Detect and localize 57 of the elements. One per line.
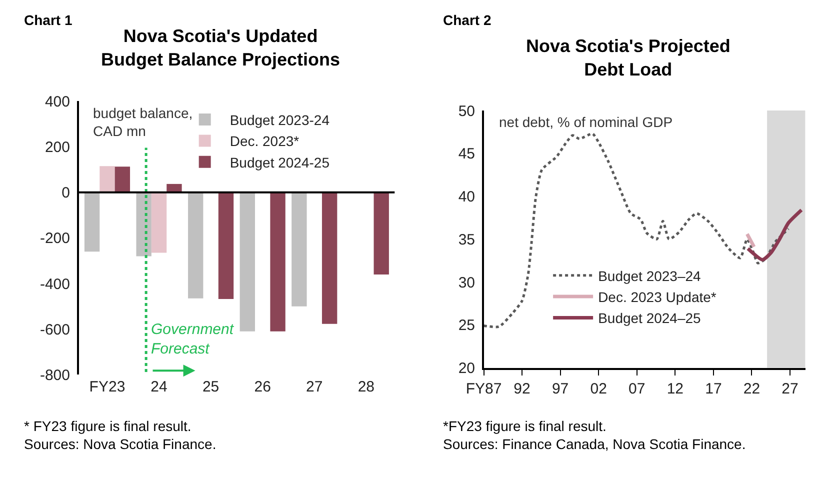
bar xyxy=(240,192,255,332)
x-tick-label: 27 xyxy=(782,380,798,398)
legend-label: Budget 2023-24 xyxy=(230,112,330,128)
y-tick-label: 30 xyxy=(458,274,475,292)
bar xyxy=(151,192,167,253)
x-tick-label: 25 xyxy=(202,378,220,396)
x-tick-label: 07 xyxy=(628,380,646,398)
x-tick-label: 02 xyxy=(590,380,607,398)
x-tick-label: 27 xyxy=(306,378,323,396)
y-tick-label: -800 xyxy=(40,366,70,384)
y-tick-label: 35 xyxy=(458,231,475,248)
bar xyxy=(270,192,286,332)
y-tick-label: -400 xyxy=(40,276,70,293)
bar xyxy=(292,192,307,306)
line-series xyxy=(484,132,790,328)
y-tick-label: 0 xyxy=(62,184,70,202)
chart-title: Nova Scotia's Updated Budget Balance Projections xyxy=(101,26,340,70)
legend-label: Dec. 2023 Update* xyxy=(598,288,717,305)
y-tick-label: 200 xyxy=(44,139,70,156)
bar xyxy=(114,166,130,192)
text: * FY23 figure is final result. Sources: Nova Scotia Finance. xyxy=(24,418,216,452)
y-tick-label: 20 xyxy=(458,360,475,377)
y-tick-label: -200 xyxy=(40,230,70,248)
x-tick-label: FY87 xyxy=(466,380,502,398)
x-tick-label: 12 xyxy=(666,380,684,398)
bar xyxy=(374,192,389,274)
legend-label: Budget 2024-25 xyxy=(230,154,330,170)
bar xyxy=(218,192,234,300)
chart-title: Nova Scotia's Projected Debt Load xyxy=(526,36,730,80)
text: *FY23 figure is final result. Sources: Finance Canada, Nova Scotia Finance. xyxy=(443,418,746,452)
x-tick-label: 97 xyxy=(552,380,569,398)
x-tick-label: 24 xyxy=(150,378,168,396)
legend-label: Dec. 2023* xyxy=(230,133,300,150)
caption: Chart 2 xyxy=(443,12,492,28)
bar xyxy=(322,192,338,324)
x-tick-label: 28 xyxy=(358,378,375,396)
line-series xyxy=(746,208,804,262)
y-tick-label: 40 xyxy=(458,188,475,206)
y-tick-label: -600 xyxy=(40,321,70,338)
bar xyxy=(84,192,100,252)
x-tick-label: 17 xyxy=(705,380,722,398)
y-tick-label: 25 xyxy=(458,317,475,334)
y-tick-label: 400 xyxy=(44,93,70,110)
bar xyxy=(188,192,204,298)
legend-label: Budget 2023–24 xyxy=(598,268,702,284)
x-tick-label: FY23 xyxy=(89,378,126,396)
y-tick-label: 50 xyxy=(458,102,475,120)
bar xyxy=(100,166,115,192)
x-tick-label: 92 xyxy=(514,380,530,398)
y-axis-title: budget balance, CAD mn xyxy=(93,105,193,140)
y-axis-title: net debt, % of nominal GDP xyxy=(499,114,673,130)
legend-label: Budget 2024–25 xyxy=(598,310,702,326)
x-tick-label: 22 xyxy=(743,380,760,398)
caption: Chart 1 xyxy=(24,12,72,28)
annotation: Government Forecast xyxy=(151,321,234,358)
x-tick-label: 26 xyxy=(254,378,271,396)
y-tick-label: 45 xyxy=(458,146,475,163)
